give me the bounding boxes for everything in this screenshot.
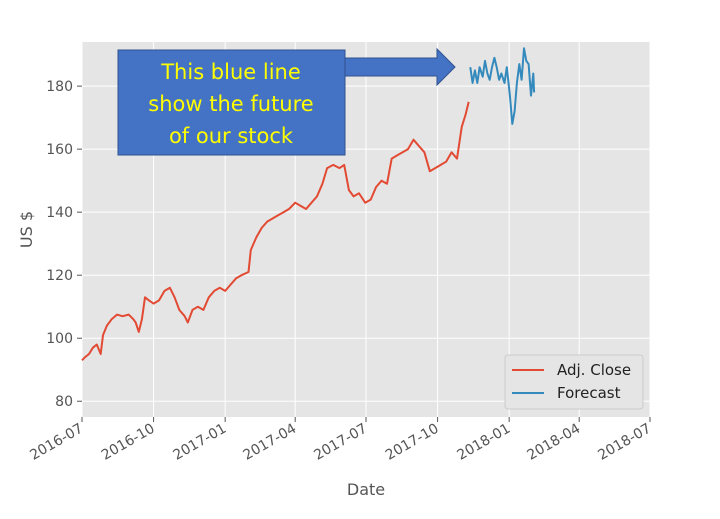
x-tick-label: 2016-07 (27, 421, 86, 464)
x-axis-ticks: 2016-07 2016-10 2017-01 2017-04 2017-07 2017-… (27, 417, 654, 464)
annotation-text-line: This blue line (160, 60, 301, 84)
annotation-text-line: show the future (148, 92, 313, 116)
series-line-forecast (469, 47, 536, 125)
y-tick-label: 140 (46, 205, 73, 221)
x-tick-label: 2016-10 (99, 421, 158, 464)
y-tick-label: 120 (46, 268, 73, 284)
x-axis-label: Date (347, 480, 385, 499)
y-tick-label: 100 (46, 331, 73, 347)
y-tick-label: 180 (46, 79, 73, 95)
y-axis-label: US $ (17, 211, 36, 248)
annotation-box (117, 49, 346, 156)
series-lines (81, 47, 536, 361)
annotation-arrow (344, 47, 456, 87)
x-tick-label: 2018-07 (595, 421, 654, 464)
y-tick-label: 160 (46, 142, 73, 158)
series-line-adj-close (81, 101, 470, 361)
x-tick-label: 2018-04 (525, 421, 584, 464)
legend: Adj. Close Forecast (504, 354, 644, 410)
x-tick-label: 2017-04 (241, 421, 300, 464)
legend-label-forecast: Forecast (557, 384, 621, 402)
y-axis-ticks: 80 100 120 140 160 180 (46, 79, 82, 410)
x-tick-label: 2017-01 (171, 421, 230, 464)
legend-label-adj-close: Adj. Close (557, 361, 631, 379)
annotation-text-line: of our stock (169, 124, 294, 148)
annotation-callout: This blue line show the future of our st… (117, 47, 456, 156)
y-tick-label: 80 (55, 394, 73, 410)
legend-box (504, 354, 644, 410)
x-tick-label: 2017-07 (311, 421, 370, 464)
x-tick-label: 2017-10 (383, 421, 442, 464)
x-tick-label: 2018-01 (455, 421, 514, 464)
